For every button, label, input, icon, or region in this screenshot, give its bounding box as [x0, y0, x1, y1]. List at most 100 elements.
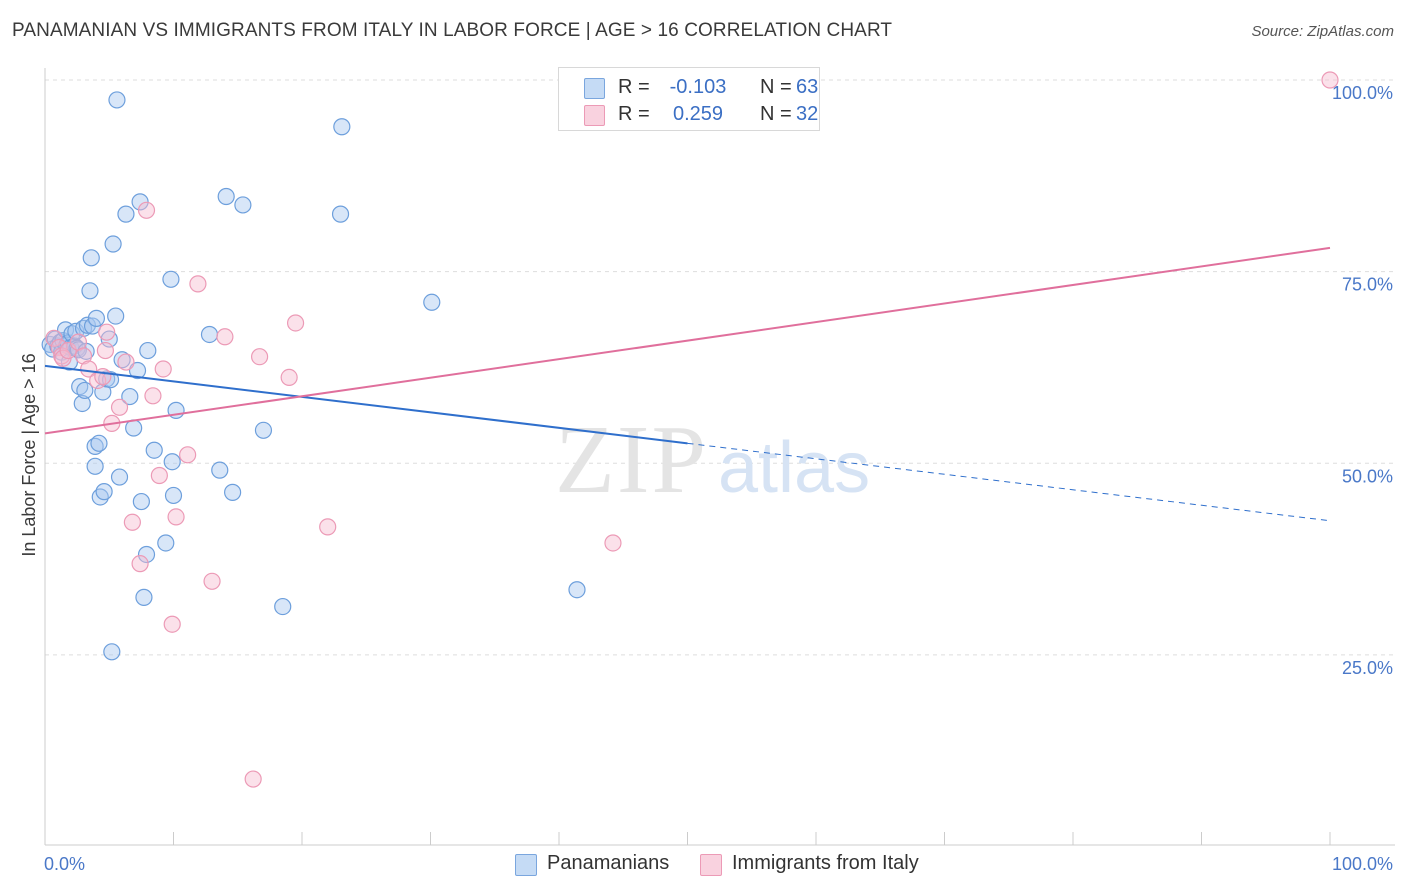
- watermark-atlas: atlas: [718, 428, 870, 508]
- watermark: ZIP atlas: [555, 406, 870, 514]
- legend-r-label: R =: [618, 76, 650, 98]
- watermark-zip: ZIP: [555, 406, 708, 514]
- data-point: [125, 419, 143, 437]
- data-point: [150, 466, 168, 485]
- data-point: [82, 249, 100, 267]
- data-point: [154, 360, 172, 378]
- data-point: [604, 534, 622, 552]
- y-tick-label: 50.0%: [1342, 466, 1393, 486]
- data-point: [103, 643, 121, 661]
- legend-n-value: 63: [796, 76, 819, 98]
- data-point: [98, 323, 116, 341]
- data-point: [144, 387, 162, 405]
- x-tick-label: 0.0%: [44, 854, 85, 874]
- data-point: [217, 187, 235, 206]
- data-point: [117, 205, 135, 223]
- bottom-legend-label: Immigrants from Italy: [732, 852, 919, 874]
- data-point: [73, 394, 91, 413]
- data-point: [110, 468, 129, 486]
- data-point: [274, 597, 292, 616]
- legend-n-label: N =: [760, 103, 792, 125]
- axes: [44, 68, 1395, 846]
- data-point: [128, 361, 147, 380]
- data-point: [137, 545, 156, 564]
- data-point: [76, 381, 94, 400]
- data-point: [286, 314, 305, 332]
- y-axis-label: In Labor Force | Age > 16: [19, 353, 39, 556]
- data-point: [139, 341, 157, 360]
- data-point: [319, 518, 337, 536]
- data-point: [331, 205, 350, 223]
- data-point: [94, 368, 112, 386]
- data-point: [244, 770, 262, 788]
- data-point: [117, 353, 135, 371]
- data-point: [203, 572, 221, 590]
- bottom-legend: Panamanians Immigrants from Italy: [0, 852, 1406, 878]
- y-tick-label: 25.0%: [1342, 658, 1393, 678]
- trend-line-panamanians: [44, 364, 688, 445]
- data-point: [280, 368, 298, 387]
- bottom-legend-swatch-pink: [700, 854, 722, 876]
- data-point: [423, 293, 441, 311]
- x-tick-label: 100.0%: [1332, 854, 1393, 874]
- data-point: [250, 348, 269, 366]
- trend-line-panamanians-extension: [687, 442, 1331, 522]
- data-point: [189, 275, 207, 293]
- data-point: [224, 483, 242, 501]
- data-point: [74, 347, 93, 365]
- data-point: [132, 492, 150, 511]
- data-point: [1321, 71, 1339, 89]
- data-point: [167, 508, 185, 526]
- data-point: [108, 91, 126, 109]
- legend-r-value: 0.259: [672, 103, 724, 125]
- trend-lines: [44, 246, 1331, 522]
- data-point: [157, 534, 175, 552]
- y-tick-label: 100.0%: [1332, 83, 1393, 103]
- data-point: [163, 615, 181, 633]
- gridlines: [45, 79, 1395, 656]
- data-point: [163, 453, 181, 471]
- data-point: [121, 387, 139, 406]
- legend-box: R = -0.103 N = 63 R = 0.259 N = 32: [558, 67, 820, 131]
- data-point: [87, 309, 106, 327]
- legend-n-value: 32: [796, 103, 819, 125]
- data-point: [86, 457, 104, 475]
- data-point: [90, 434, 108, 452]
- data-point: [137, 201, 156, 219]
- tick-labels: 25.0% 50.0% 75.0% 100.0% 0.0% 100.0%: [44, 83, 1393, 874]
- legend-n-label: N =: [760, 76, 792, 98]
- source-label: Source: ZipAtlas.com: [1251, 23, 1394, 40]
- bottom-legend-label: Panamanians: [547, 852, 670, 874]
- series-immigrants-from-italy: [45, 71, 1339, 788]
- data-point: [45, 329, 63, 347]
- legend-swatch-blue: [584, 78, 605, 99]
- data-point: [123, 513, 141, 531]
- data-point: [107, 307, 125, 325]
- data-point: [104, 235, 122, 253]
- data-point: [131, 555, 149, 573]
- data-point: [200, 325, 219, 344]
- data-point: [234, 196, 252, 214]
- data-point: [135, 588, 153, 606]
- data-point: [254, 421, 273, 439]
- data-point: [80, 360, 98, 378]
- chart-title: PANAMANIAN VS IMMIGRANTS FROM ITALY IN L…: [12, 20, 893, 41]
- data-point: [211, 461, 229, 479]
- data-point: [145, 441, 163, 459]
- series-panamanians: [41, 91, 586, 661]
- data-point: [162, 270, 180, 288]
- data-point: [179, 446, 197, 464]
- data-point: [81, 282, 99, 300]
- y-tick-label: 75.0%: [1342, 275, 1393, 295]
- data-point: [568, 581, 586, 599]
- data-point: [164, 486, 183, 505]
- bottom-legend-swatch-blue: [515, 854, 537, 876]
- legend-r-label: R =: [618, 103, 650, 125]
- trend-line-immigrants-from-italy: [44, 246, 1331, 435]
- legend-swatch-pink: [584, 105, 605, 126]
- data-point: [78, 316, 97, 334]
- data-point: [216, 328, 234, 346]
- legend-r-value: -0.103: [669, 76, 727, 98]
- data-point: [96, 341, 114, 360]
